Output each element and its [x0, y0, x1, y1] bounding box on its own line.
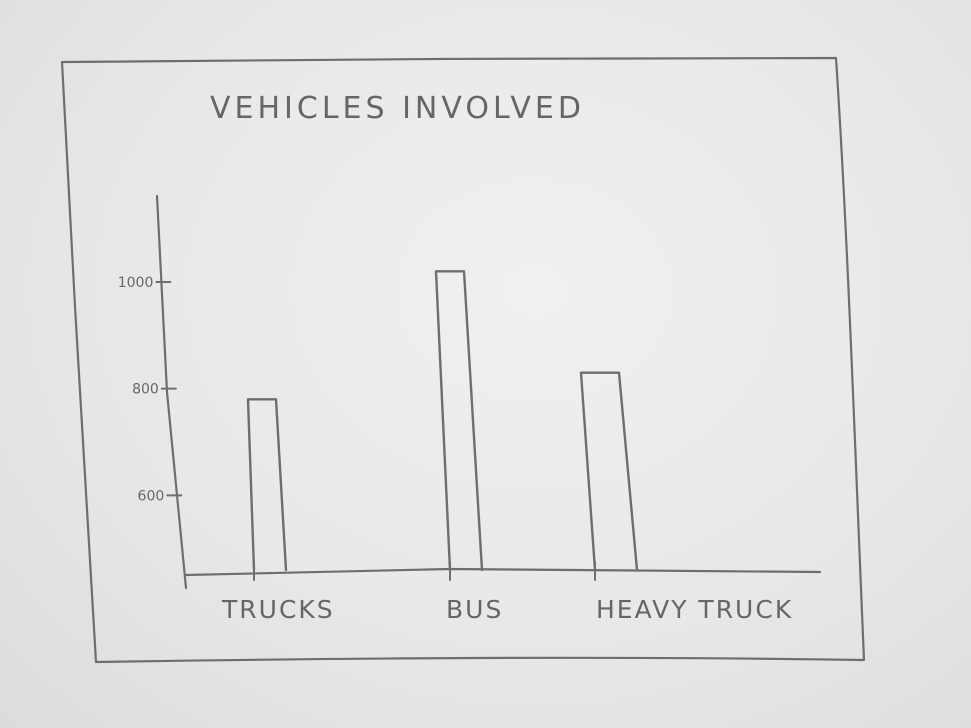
x-axis — [184, 567, 822, 577]
y-tick-label-1: 800 — [132, 382, 159, 398]
x-tick-label-0: TRUCKS — [221, 595, 335, 624]
y-ticks: 600 800 1000 — [118, 275, 183, 504]
x-tick-label-1: BUS — [446, 595, 503, 624]
bar-trucks — [246, 398, 288, 572]
frame-border — [60, 56, 866, 664]
bar-heavy-truck — [579, 371, 639, 572]
bars — [246, 270, 639, 581]
y-tick-label-2: 1000 — [118, 275, 154, 291]
bar-bus — [434, 270, 484, 572]
chart-title: VEHICLES INVOLVED — [210, 91, 585, 126]
y-tick-label-0: 600 — [138, 488, 165, 504]
x-tick-label-2: HEAVY TRUCK — [596, 595, 793, 624]
x-tick-labels: TRUCKS BUS HEAVY TRUCK — [221, 595, 793, 624]
y-axis — [155, 194, 188, 590]
